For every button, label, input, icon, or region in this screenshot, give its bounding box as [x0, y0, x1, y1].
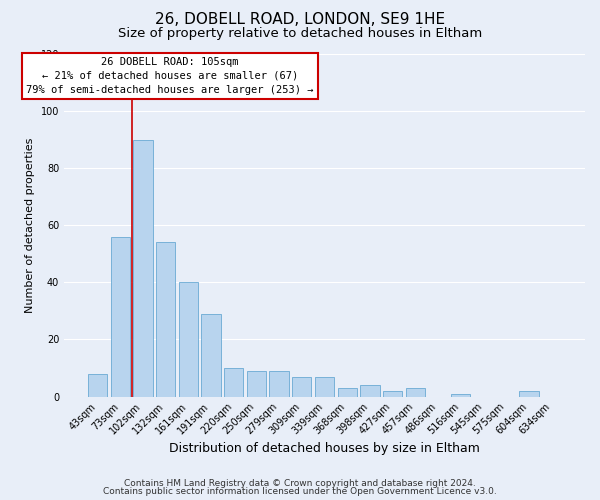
- Bar: [88, 374, 107, 396]
- Text: 26 DOBELL ROAD: 105sqm
← 21% of detached houses are smaller (67)
79% of semi-det: 26 DOBELL ROAD: 105sqm ← 21% of detached…: [26, 57, 314, 95]
- Bar: [292, 376, 311, 396]
- X-axis label: Distribution of detached houses by size in Eltham: Distribution of detached houses by size …: [169, 442, 480, 455]
- Text: Contains HM Land Registry data © Crown copyright and database right 2024.: Contains HM Land Registry data © Crown c…: [124, 478, 476, 488]
- Bar: [315, 376, 334, 396]
- Text: 26, DOBELL ROAD, LONDON, SE9 1HE: 26, DOBELL ROAD, LONDON, SE9 1HE: [155, 12, 445, 28]
- Bar: [383, 391, 403, 396]
- Y-axis label: Number of detached properties: Number of detached properties: [25, 138, 35, 313]
- Text: Contains public sector information licensed under the Open Government Licence v3: Contains public sector information licen…: [103, 487, 497, 496]
- Bar: [520, 391, 539, 396]
- Bar: [156, 242, 175, 396]
- Bar: [133, 140, 152, 396]
- Bar: [338, 388, 357, 396]
- Bar: [110, 236, 130, 396]
- Bar: [406, 388, 425, 396]
- Bar: [269, 371, 289, 396]
- Bar: [224, 368, 244, 396]
- Text: Size of property relative to detached houses in Eltham: Size of property relative to detached ho…: [118, 28, 482, 40]
- Bar: [451, 394, 470, 396]
- Bar: [202, 314, 221, 396]
- Bar: [361, 385, 380, 396]
- Bar: [179, 282, 198, 397]
- Bar: [247, 371, 266, 396]
